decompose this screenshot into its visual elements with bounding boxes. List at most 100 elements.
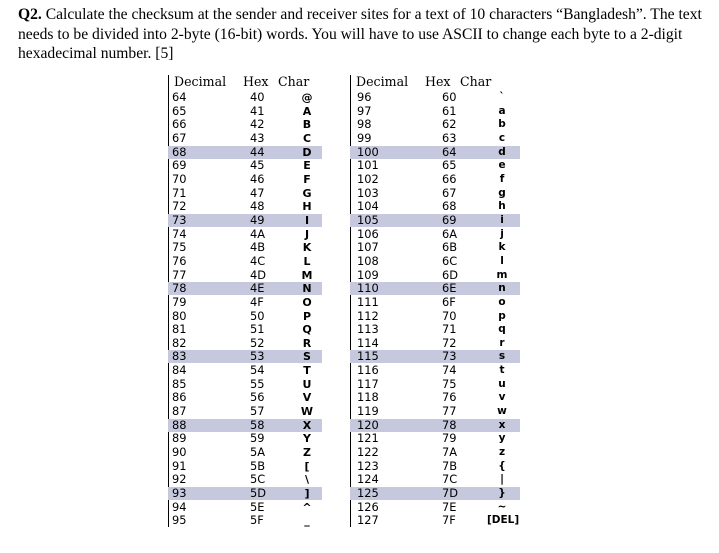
decimal-cell: 72 bbox=[172, 199, 187, 214]
hex-cell: 76 bbox=[442, 390, 457, 405]
hex-cell: 48 bbox=[250, 199, 265, 214]
hex-cell: 6D bbox=[442, 267, 459, 282]
header-decimal: Decimal bbox=[174, 74, 227, 89]
char-cell: k bbox=[498, 241, 506, 254]
decimal-cell: 112 bbox=[357, 308, 379, 323]
char-cell: Y bbox=[303, 432, 311, 446]
decimal-cell: 67 bbox=[172, 130, 187, 145]
decimal-cell: 85 bbox=[172, 376, 187, 391]
decimal-cell: 90 bbox=[172, 445, 187, 460]
hex-cell: 4B bbox=[250, 240, 266, 255]
decimal-cell: 83 bbox=[172, 349, 187, 364]
decimal-cell: 70 bbox=[172, 171, 187, 186]
decimal-cell: 71 bbox=[172, 185, 187, 200]
char-cell: G bbox=[302, 186, 312, 200]
char-cell: L bbox=[303, 254, 311, 268]
hex-cell: 5D bbox=[250, 486, 267, 501]
decimal-cell: 127 bbox=[357, 513, 379, 528]
decimal-cell: 113 bbox=[357, 322, 379, 337]
header-decimal: Decimal bbox=[356, 74, 409, 89]
hex-cell: 79 bbox=[442, 431, 457, 446]
char-cell: I bbox=[304, 213, 310, 227]
hex-cell: 57 bbox=[250, 404, 265, 419]
decimal-cell: 64 bbox=[172, 90, 187, 104]
char-cell: V bbox=[302, 391, 312, 405]
hex-cell: 51 bbox=[250, 322, 265, 337]
decimal-cell: 103 bbox=[357, 185, 379, 200]
hex-cell: 6E bbox=[442, 281, 457, 296]
hex-cell: 67 bbox=[442, 185, 457, 200]
char-cell: T bbox=[303, 364, 311, 378]
hex-cell: 5B bbox=[250, 458, 266, 473]
char-cell: e bbox=[498, 159, 506, 172]
decimal-cell: 86 bbox=[172, 390, 187, 405]
char-cell: ] bbox=[304, 487, 310, 501]
char-cell: U bbox=[302, 377, 312, 391]
decimal-cell: 120 bbox=[357, 417, 379, 432]
char-cell: X bbox=[302, 418, 312, 432]
char-cell: m bbox=[496, 268, 508, 281]
hex-cell: 72 bbox=[442, 335, 457, 350]
char-cell: S bbox=[303, 350, 311, 364]
char-cell: A bbox=[302, 104, 312, 118]
hex-cell: 61 bbox=[442, 103, 457, 118]
char-cell: h bbox=[498, 200, 506, 213]
decimal-cell: 110 bbox=[357, 281, 379, 296]
hex-cell: 7D bbox=[442, 486, 459, 501]
hex-cell: 40 bbox=[250, 90, 265, 104]
decimal-cell: 111 bbox=[357, 294, 379, 309]
hex-cell: 44 bbox=[250, 144, 265, 159]
char-cell: Z bbox=[303, 446, 311, 460]
hex-cell: 62 bbox=[442, 117, 457, 132]
char-cell: _ bbox=[304, 514, 310, 528]
question-text: Q2. Calculate the checksum at the sender… bbox=[18, 5, 708, 64]
decimal-cell: 68 bbox=[172, 144, 187, 159]
char-cell: q bbox=[498, 323, 506, 336]
decimal-cell: 101 bbox=[357, 158, 379, 173]
decimal-cell: 124 bbox=[357, 472, 379, 487]
decimal-cell: 102 bbox=[357, 171, 379, 186]
hex-cell: 7E bbox=[442, 499, 457, 514]
header-char: Char bbox=[460, 74, 492, 89]
hex-cell: 4F bbox=[250, 294, 264, 309]
decimal-cell: 114 bbox=[357, 335, 379, 350]
hex-cell: 52 bbox=[250, 335, 265, 350]
column-divider bbox=[168, 75, 169, 527]
decimal-cell: 106 bbox=[357, 226, 379, 241]
char-cell: W bbox=[300, 405, 314, 419]
decimal-cell: 76 bbox=[172, 253, 187, 268]
decimal-cell: 87 bbox=[172, 404, 187, 419]
hex-cell: 73 bbox=[442, 349, 457, 364]
char-cell: B bbox=[302, 118, 312, 132]
hex-cell: 59 bbox=[250, 431, 265, 446]
header-hex: Hex bbox=[425, 74, 451, 89]
decimal-cell: 100 bbox=[357, 144, 379, 159]
hex-cell: 41 bbox=[250, 103, 265, 118]
char-cell: v bbox=[498, 391, 506, 404]
char-cell: O bbox=[302, 295, 312, 309]
decimal-cell: 75 bbox=[172, 240, 187, 255]
char-cell: M bbox=[301, 268, 313, 282]
char-cell: w bbox=[497, 405, 507, 418]
hex-cell: 64 bbox=[442, 144, 457, 159]
hex-cell: 6B bbox=[442, 240, 458, 255]
decimal-cell: 92 bbox=[172, 472, 187, 487]
decimal-cell: 116 bbox=[357, 363, 379, 378]
hex-cell: 60 bbox=[442, 90, 457, 104]
decimal-cell: 105 bbox=[357, 212, 379, 227]
decimal-cell: 107 bbox=[357, 240, 379, 255]
decimal-cell: 82 bbox=[172, 335, 187, 350]
char-cell: g bbox=[498, 186, 506, 199]
hex-cell: 56 bbox=[250, 390, 265, 405]
decimal-cell: 109 bbox=[357, 267, 379, 282]
char-cell: p bbox=[498, 309, 506, 322]
char-cell: u bbox=[498, 377, 506, 390]
decimal-cell: 91 bbox=[172, 458, 187, 473]
char-cell: ^ bbox=[302, 500, 312, 514]
hex-cell: 49 bbox=[250, 212, 265, 227]
char-cell: f bbox=[499, 172, 505, 185]
hex-cell: 42 bbox=[250, 117, 265, 132]
hex-cell: 6C bbox=[442, 253, 458, 268]
hex-cell: 71 bbox=[442, 322, 457, 337]
hex-cell: 6A bbox=[442, 226, 458, 241]
